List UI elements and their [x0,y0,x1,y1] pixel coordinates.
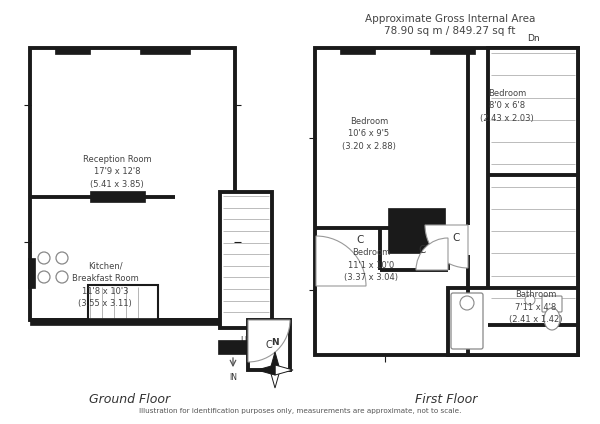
Text: First Floor: First Floor [415,393,478,406]
Polygon shape [270,370,280,388]
Wedge shape [425,225,468,268]
Text: C: C [356,235,364,245]
Wedge shape [316,236,366,286]
Text: 78.90 sq m / 849.27 sq ft: 78.90 sq m / 849.27 sq ft [385,26,515,36]
Text: Ground Floor: Ground Floor [89,393,170,406]
Text: C: C [266,340,272,350]
Text: Kitchen/
Breakfast Room
11'8 x 10'3
(3.55 x 3.11): Kitchen/ Breakfast Room 11'8 x 10'3 (3.5… [71,262,139,308]
Polygon shape [270,352,280,370]
Circle shape [56,252,68,264]
Circle shape [525,295,535,305]
Bar [448,288,578,355]
Polygon shape [275,365,293,375]
Bar [248,320,290,370]
Ellipse shape [544,308,560,330]
Bar [430,47,475,54]
Text: Dn: Dn [527,34,539,43]
Bar [220,192,272,328]
Circle shape [56,271,68,283]
Text: C: C [418,245,425,255]
Circle shape [38,252,50,264]
Text: Up: Up [240,336,252,345]
Text: C: C [452,233,460,243]
Text: N: N [271,338,279,347]
Wedge shape [248,320,290,362]
Bar [315,48,578,355]
Bar [28,258,35,288]
Circle shape [460,296,474,310]
Text: Approximate Gross Internal Area: Approximate Gross Internal Area [365,14,535,24]
Bar [30,48,235,320]
Wedge shape [416,238,448,270]
Bar [218,340,248,354]
Bar [90,191,145,202]
Text: Illustration for identification purposes only, measurements are approximate, not: Illustration for identification purposes… [139,408,461,414]
Circle shape [38,271,50,283]
FancyBboxPatch shape [451,293,483,349]
Text: Bedroom
10'6 x 9'5
(3.20 x 2.88): Bedroom 10'6 x 9'5 (3.20 x 2.88) [342,117,396,151]
Bar [88,285,158,320]
Bar [55,47,90,54]
Polygon shape [257,365,275,375]
Bar [488,48,578,325]
Bar [388,208,445,253]
Text: Bathroom
7'11 x 4'8
(2.41 x 1.42): Bathroom 7'11 x 4'8 (2.41 x 1.42) [509,290,563,324]
Text: Bedroom
8'0 x 6'8
(2.43 x 2.03): Bedroom 8'0 x 6'8 (2.43 x 2.03) [480,89,534,123]
Text: Reception Room
17'9 x 12'8
(5.41 x 3.85): Reception Room 17'9 x 12'8 (5.41 x 3.85) [83,155,151,189]
Text: IN: IN [229,373,237,382]
Text: Bedroom
11'1 x 10'0
(3.37 x 3.04): Bedroom 11'1 x 10'0 (3.37 x 3.04) [344,248,398,282]
Bar [140,47,190,54]
FancyBboxPatch shape [542,296,562,312]
Bar [340,47,375,54]
Bar [30,318,220,325]
